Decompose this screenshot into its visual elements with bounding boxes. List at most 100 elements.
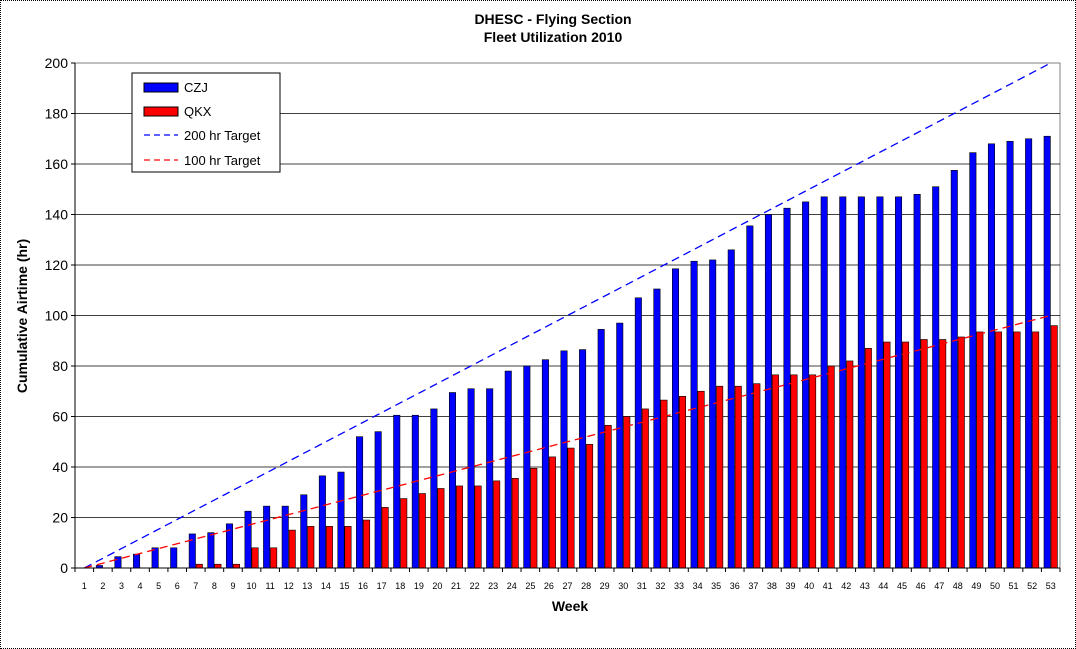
bar-czj-week-45 <box>895 196 903 569</box>
x-tick-label: 8 <box>212 581 217 591</box>
bar-czj-week-7 <box>188 533 196 569</box>
x-tick-label: 53 <box>1046 581 1056 591</box>
target-lines <box>83 62 1052 569</box>
bar-czj-week-43 <box>857 196 865 569</box>
bar-qkx-week-53 <box>1050 325 1058 569</box>
bar-czj-week-28 <box>579 349 587 569</box>
x-tick-label: 30 <box>618 581 628 591</box>
x-tick-label: 41 <box>823 581 833 591</box>
bar-czj-week-48 <box>950 170 958 569</box>
bar-czj-week-8 <box>207 532 215 569</box>
x-tick-label: 46 <box>916 581 926 591</box>
chart-subtitle: Fleet Utilization 2010 <box>484 29 623 45</box>
x-tick-label: 6 <box>175 581 180 591</box>
x-tick-label: 17 <box>377 581 387 591</box>
x-tick-label: 27 <box>562 581 572 591</box>
legend-label-czj: CZJ <box>184 80 208 95</box>
bar-qkx-week-8 <box>214 563 222 569</box>
bar-qkx-week-44 <box>883 341 891 569</box>
bar-qkx-week-45 <box>902 341 910 569</box>
bar-czj-week-38 <box>764 214 772 569</box>
bar-qkx-week-29 <box>604 425 612 569</box>
bar-czj-week-52 <box>1025 138 1033 569</box>
bar-czj-week-14 <box>318 475 326 569</box>
x-tick-label: 25 <box>525 581 535 591</box>
bar-qkx-week-34 <box>697 390 705 569</box>
x-tick-label: 22 <box>470 581 480 591</box>
bar-czj-week-6 <box>170 547 178 569</box>
bar-czj-week-23 <box>486 388 494 569</box>
x-tick-label: 2 <box>100 581 105 591</box>
x-tick-label: 39 <box>786 581 796 591</box>
bar-qkx-week-17 <box>381 507 389 569</box>
x-tick-label: 34 <box>693 581 703 591</box>
bar-czj-week-11 <box>263 505 271 569</box>
x-tick-label: 19 <box>414 581 424 591</box>
x-tick-label: 42 <box>841 581 851 591</box>
x-tick-label: 40 <box>804 581 814 591</box>
x-tick-label: 14 <box>321 581 331 591</box>
y-tick-label: 200 <box>45 55 69 71</box>
y-tick-label: 60 <box>52 409 68 425</box>
x-tick-label: 36 <box>730 581 740 591</box>
bar-qkx-week-50 <box>994 331 1002 569</box>
x-tick-label: 9 <box>230 581 235 591</box>
x-tick-label: 21 <box>451 581 461 591</box>
legend: CZJ QKX 200 hr Target 100 hr Target <box>131 72 281 173</box>
bar-czj-week-26 <box>541 359 549 569</box>
bar-czj-week-51 <box>1006 140 1014 569</box>
bar-qkx-week-49 <box>976 331 984 569</box>
x-axis-ticks: 1 2 3 4 5 6 7 8 9 10 11 12 13 14 15 16 17 18 19 20 21 22 23 24 2… <box>74 567 1061 591</box>
bar-qkx-week-39 <box>790 374 798 569</box>
bar-czj-week-15 <box>337 471 345 569</box>
x-tick-label: 13 <box>302 581 312 591</box>
y-tick-label: 120 <box>45 257 69 273</box>
x-tick-label: 49 <box>971 581 981 591</box>
bar-qkx-week-33 <box>679 395 687 569</box>
bar-qkx-week-40 <box>809 374 817 569</box>
bar-czj-week-16 <box>356 436 364 569</box>
bar-czj-week-27 <box>560 350 568 569</box>
x-tick-label: 15 <box>339 581 349 591</box>
bar-czj-week-24 <box>504 370 512 569</box>
y-tick-label: 0 <box>60 560 68 576</box>
bar-qkx-week-47 <box>939 339 947 569</box>
bar-qkx-week-31 <box>641 408 649 569</box>
x-tick-label: 24 <box>507 581 517 591</box>
x-tick-label: 11 <box>265 581 274 591</box>
bar-qkx-week-30 <box>623 416 631 569</box>
bar-czj-week-22 <box>467 388 475 569</box>
x-tick-label: 35 <box>711 581 721 591</box>
bar-czj-week-53 <box>1043 135 1051 569</box>
bar-czj-week-21 <box>448 392 456 569</box>
x-tick-label: 37 <box>748 581 758 591</box>
bar-czj-week-37 <box>746 225 754 569</box>
x-tick-label: 7 <box>193 581 198 591</box>
x-tick-label: 44 <box>878 581 888 591</box>
x-tick-label: 20 <box>432 581 442 591</box>
bar-qkx-week-46 <box>920 339 928 569</box>
bar-czj-week-35 <box>709 259 717 569</box>
x-tick-label: 18 <box>395 581 405 591</box>
bar-qkx-week-13 <box>307 526 315 569</box>
bar-qkx-week-28 <box>586 443 594 569</box>
bar-qkx-week-10 <box>251 547 259 569</box>
x-tick-label: 32 <box>655 581 665 591</box>
x-tick-label: 4 <box>138 581 143 591</box>
x-tick-label: 10 <box>247 581 257 591</box>
bar-czj-week-10 <box>244 510 252 569</box>
bar-qkx-week-25 <box>530 467 538 569</box>
y-tick-label: 100 <box>45 308 69 324</box>
bar-qkx-week-7 <box>195 563 203 569</box>
bar-czj-week-34 <box>690 260 698 569</box>
bar-qkx-week-48 <box>957 336 965 569</box>
bar-qkx-week-41 <box>827 365 835 569</box>
bar-czj-week-40 <box>802 201 810 569</box>
x-tick-label: 48 <box>953 581 963 591</box>
x-tick-label: 23 <box>488 581 498 591</box>
bar-qkx-week-23 <box>493 480 501 569</box>
bar-czj-week-36 <box>727 249 735 569</box>
x-tick-label: 50 <box>990 581 1000 591</box>
x-axis-title: Week <box>552 598 589 614</box>
